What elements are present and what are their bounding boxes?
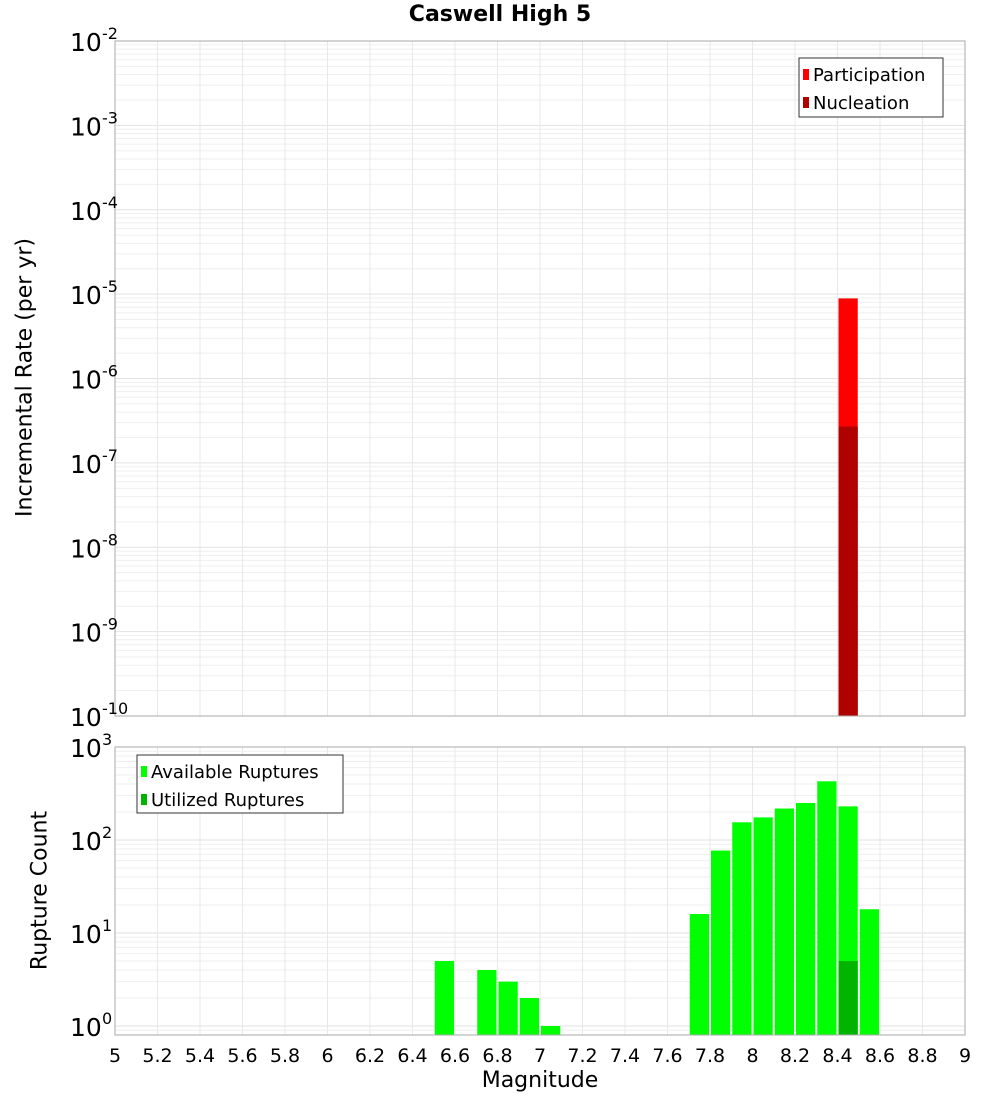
x-tick-label: 9 [959,1045,971,1067]
y-tick-label: 10 [70,197,102,226]
legend-swatch [803,69,809,80]
y-tick-exponent: -7 [102,446,118,465]
x-tick-label: 5.8 [270,1045,300,1067]
y-tick-label: 10 [70,112,102,141]
bar-available-ruptures [711,850,731,1035]
y-tick-exponent: -3 [102,108,118,127]
x-tick-label: 6.8 [482,1045,512,1067]
x-tick-label: 8.8 [907,1045,937,1067]
plot-frame [114,746,966,1036]
bar-utilized-ruptures [838,960,858,1035]
legend-label: Nucleation [813,93,909,114]
bottom-y-axis-label: Rupture Count [27,810,53,971]
x-tick-label: 6.2 [355,1045,385,1067]
y-tick-label: 10 [70,450,102,479]
x-tick-label: 5.4 [185,1045,215,1067]
bar-available-ruptures [541,1025,561,1035]
y-tick-exponent: 0 [102,1009,112,1028]
x-tick-label: 8 [746,1045,758,1067]
top-y-axis-label: Incremental Rate (per yr) [12,238,38,517]
legend-swatch [803,97,809,108]
bar-available-ruptures [774,808,794,1035]
top-plot-rate: 10-210-310-410-510-610-710-810-910 -10Par… [70,24,966,732]
bar-available-ruptures [477,969,497,1035]
y-tick-label: 10 [70,281,102,310]
legend-label: Utilized Ruptures [151,790,304,811]
y-tick-label: 10 [70,734,102,763]
x-axis-label: Magnitude [481,1068,599,1093]
x-tick-label: 7.2 [567,1045,597,1067]
y-tick-exponent: 1 [102,916,112,935]
y-tick-label: 10 [70,366,102,395]
y-tick-label: 10 [70,1013,102,1042]
x-tick-label: 5 [109,1045,121,1067]
y-tick-exponent: -6 [102,362,118,381]
bar-available-ruptures [796,802,816,1035]
bar-available-ruptures [817,781,837,1035]
chart-title: Caswell High 5 [408,2,592,27]
legend-box [798,57,944,118]
x-tick-label: 7.4 [610,1045,640,1067]
plot-frame [114,40,966,717]
bar-available-ruptures [689,914,709,1035]
y-tick-exponent: -2 [102,24,118,43]
y-tick-label: 10 [70,619,102,648]
y-tick-exponent: 2 [102,823,112,842]
x-tick-label: 6.4 [397,1045,427,1067]
legend-swatch [141,766,147,777]
y-tick-label: 10 [70,703,102,732]
bar-available-ruptures [859,909,879,1035]
x-tick-label: 7.8 [695,1045,725,1067]
bar-available-ruptures [498,981,518,1035]
x-tick-label: 5.6 [227,1045,257,1067]
y-tick-label: 10 [70,28,102,57]
y-tick-exponent: -9 [102,615,118,634]
y-tick-exponent: -8 [102,530,118,549]
x-tick-label: 7 [534,1045,546,1067]
y-tick-exponent: -10 [102,699,128,718]
y-tick-label: 10 [70,534,102,563]
y-tick-label: 10 [70,827,102,856]
bar-available-ruptures [732,822,752,1035]
legend-label: Participation [813,65,925,86]
x-tick-label: 6 [321,1045,333,1067]
bar-nucleation [838,426,858,716]
legend-label: Available Ruptures [151,762,319,783]
legend-box [136,754,344,814]
x-tick-label: 7.6 [652,1045,682,1067]
x-tick-label: 8.4 [822,1045,852,1067]
y-tick-exponent: -4 [102,193,118,212]
x-tick-label: 8.6 [865,1045,895,1067]
y-tick-exponent: -5 [102,277,118,296]
bar-available-ruptures [519,997,539,1035]
bar-available-ruptures [753,817,773,1035]
legend-swatch [141,794,147,805]
y-tick-label: 10 [70,920,102,949]
x-tick-label: 5.2 [142,1045,172,1067]
y-tick-exponent: 3 [102,730,112,749]
x-tick-label: 8.2 [780,1045,810,1067]
x-tick-label: 6.6 [440,1045,470,1067]
bar-available-ruptures [434,960,454,1035]
